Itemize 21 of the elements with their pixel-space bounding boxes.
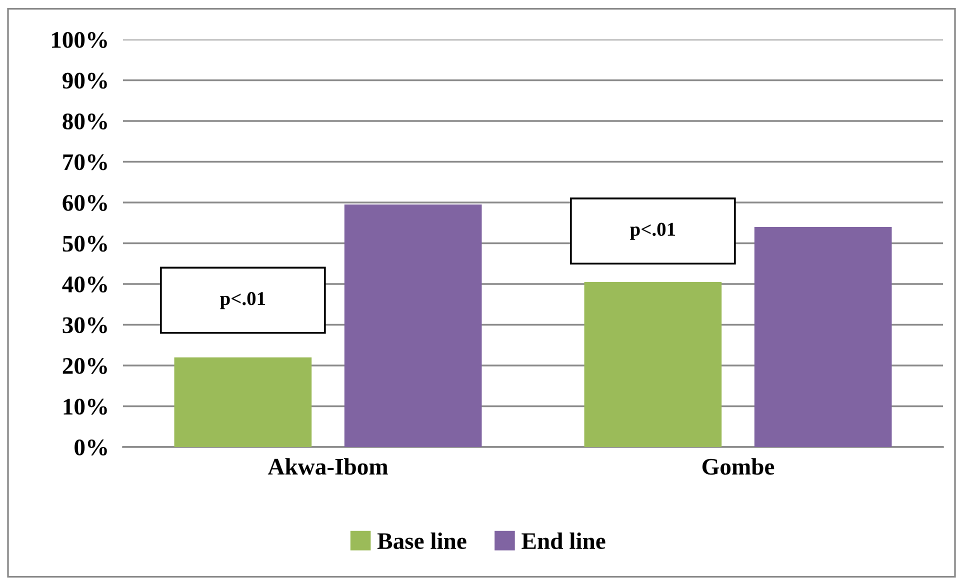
y-tick-label: 90% bbox=[62, 72, 107, 89]
y-tick-label: 60% bbox=[62, 194, 107, 211]
y-tick-label: 100% bbox=[52, 32, 107, 48]
annotation: p<.01 bbox=[630, 222, 676, 240]
x-tick-label: Akwa-Ibom bbox=[268, 458, 388, 475]
y-tick-label: 20% bbox=[62, 358, 107, 374]
y-tick-label: 80% bbox=[62, 113, 107, 130]
legend-label: End line bbox=[522, 532, 606, 550]
y-tick-label: 30% bbox=[62, 317, 107, 334]
y-tick-label: 0% bbox=[74, 439, 107, 456]
bar bbox=[344, 204, 482, 447]
bar bbox=[754, 226, 892, 447]
y-tick-label: 50% bbox=[62, 236, 107, 252]
bar bbox=[174, 357, 312, 447]
y-tick-label: 10% bbox=[64, 398, 107, 415]
x-tick-label: Gombe bbox=[702, 458, 774, 475]
y-tick-label: 40% bbox=[62, 276, 107, 292]
bar bbox=[584, 282, 722, 447]
y-tick-label: 70% bbox=[63, 154, 107, 170]
legend-label: Base line bbox=[377, 532, 466, 550]
annotation: p<.01 bbox=[220, 292, 266, 310]
